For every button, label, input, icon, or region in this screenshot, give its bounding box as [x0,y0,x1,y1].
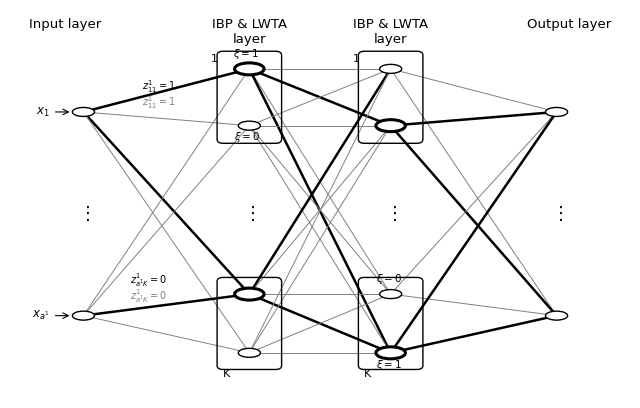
Ellipse shape [238,121,260,130]
Ellipse shape [72,107,95,116]
Text: $z^1_{11} = 1$: $z^1_{11} = 1$ [142,94,175,111]
Text: $\xi = 0$: $\xi = 0$ [376,272,402,286]
Ellipse shape [376,347,405,359]
Text: $\vdots$: $\vdots$ [243,204,255,223]
Text: $z^1_{a^1K} = 0$: $z^1_{a^1K} = 0$ [129,272,166,289]
Text: K: K [364,368,371,379]
Ellipse shape [376,120,405,132]
Text: Input layer: Input layer [29,18,101,31]
Text: $\xi = 0$: $\xi = 0$ [234,130,260,144]
Text: 1: 1 [353,54,360,64]
Text: $x_{a^1}$: $x_{a^1}$ [32,309,50,322]
Text: IBP & LWTA
layer: IBP & LWTA layer [353,18,428,46]
Text: $x_1$: $x_1$ [36,105,50,118]
Ellipse shape [238,348,260,357]
Text: 1: 1 [211,54,218,64]
Ellipse shape [235,63,264,75]
Text: $\vdots$: $\vdots$ [385,204,397,223]
Text: $\xi = 1$: $\xi = 1$ [376,358,402,372]
Text: $z^1_{11} = 1$: $z^1_{11} = 1$ [142,78,175,95]
Ellipse shape [380,290,402,299]
Text: $\vdots$: $\vdots$ [77,204,90,223]
Ellipse shape [545,107,568,116]
Ellipse shape [235,288,264,300]
Text: $\vdots$: $\vdots$ [550,204,563,223]
Text: $\xi = 1$: $\xi = 1$ [233,47,259,61]
Text: K: K [223,368,230,379]
Ellipse shape [72,311,95,320]
Text: Output layer: Output layer [527,18,611,31]
Text: $z^1_{a^1K} = 0$: $z^1_{a^1K} = 0$ [129,287,166,305]
Text: IBP & LWTA
layer: IBP & LWTA layer [212,18,287,46]
Ellipse shape [545,311,568,320]
Ellipse shape [380,64,402,73]
